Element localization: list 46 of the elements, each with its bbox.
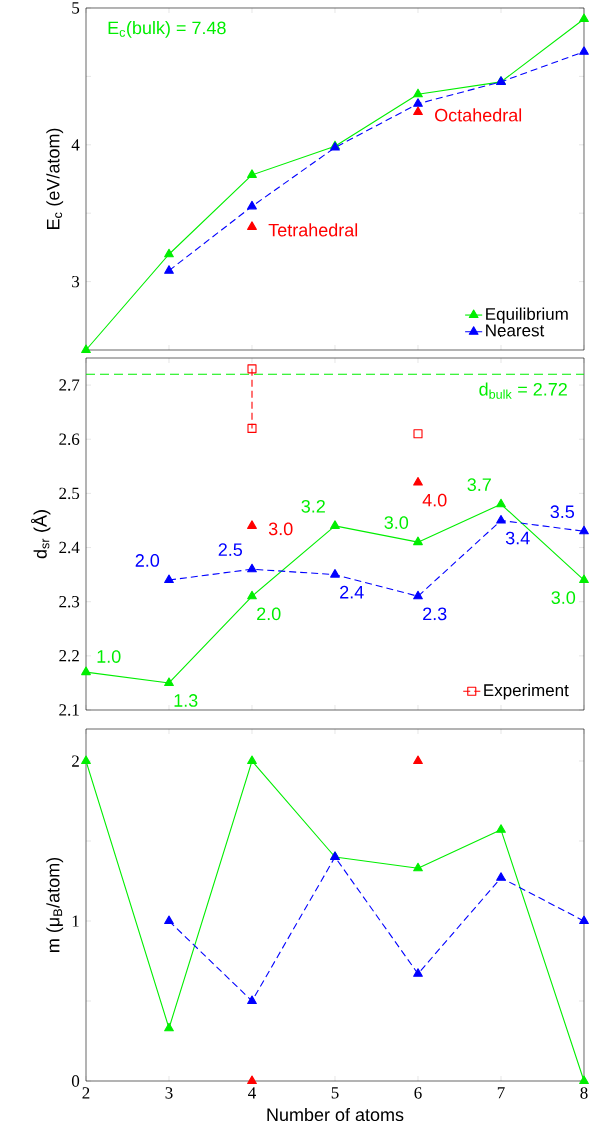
annotation: Tetrahedral bbox=[268, 223, 358, 237]
y-tick-label: 2.5 bbox=[59, 487, 80, 500]
annotation: 2.5 bbox=[218, 543, 243, 556]
annotation: 2.4 bbox=[340, 585, 364, 599]
annotation: 2.0 bbox=[257, 607, 281, 621]
legend-label: Equilibrium bbox=[486, 307, 568, 324]
y-tick-label: 2.7 bbox=[59, 379, 80, 391]
annotation: 4.0 bbox=[422, 493, 447, 507]
y-tick-label: 3 bbox=[72, 275, 80, 288]
legend-label: Experiment bbox=[484, 683, 569, 700]
y-tick-label: 2.4 bbox=[59, 541, 80, 554]
annotation: 2.3 bbox=[423, 607, 447, 621]
annotation: 3.2 bbox=[301, 499, 325, 513]
y-axis-title: m (μ$_{B}$/atom) bbox=[46, 857, 64, 952]
y-tick-label: 1 bbox=[72, 915, 79, 927]
x-tick-label: 7 bbox=[497, 1087, 505, 1099]
y-tick-label: 0 bbox=[71, 1075, 80, 1087]
legend-label: Nearest bbox=[486, 324, 545, 337]
y-tick-label: 5 bbox=[72, 2, 80, 14]
x-axis-title: Number of atoms bbox=[267, 1107, 404, 1122]
y-tick-label: 2.2 bbox=[59, 650, 79, 662]
annotation: 3.0 bbox=[551, 591, 576, 604]
y-tick-label: 2.6 bbox=[59, 433, 80, 445]
x-tick-label: 4 bbox=[248, 1087, 256, 1099]
ref-line-label: d$_{bulk}$ = 2.72 bbox=[479, 382, 567, 399]
annotation: 3.0 bbox=[384, 516, 409, 529]
y-tick-label: 2.1 bbox=[59, 704, 79, 716]
annotation: 3.0 bbox=[268, 522, 293, 536]
y-tick-label: 2 bbox=[72, 755, 79, 767]
annotation: 3.5 bbox=[550, 505, 575, 519]
annotation: 2.0 bbox=[135, 554, 160, 567]
x-tick-label: 6 bbox=[414, 1087, 422, 1099]
annotation: 1.0 bbox=[97, 650, 121, 663]
y-tick-label: 2.3 bbox=[59, 595, 80, 608]
annotation: 3.7 bbox=[467, 478, 491, 492]
annotation: E$_{c}$(bulk) = 7.48 bbox=[108, 21, 226, 38]
x-tick-label: 2 bbox=[82, 1087, 90, 1099]
x-tick-label: 3 bbox=[165, 1087, 173, 1099]
annotation: Octahedral bbox=[435, 108, 522, 122]
annotation: 1.3 bbox=[174, 694, 198, 707]
y-axis-title: d$_{sr}$ (Å) bbox=[30, 510, 51, 559]
x-tick-label: 5 bbox=[331, 1087, 339, 1099]
annotation: 3.4 bbox=[505, 531, 530, 545]
x-tick-label: 8 bbox=[580, 1087, 588, 1099]
y-axis-title: E$_{c}$ (eV/atom) bbox=[46, 128, 64, 229]
y-tick-label: 4 bbox=[71, 139, 80, 151]
